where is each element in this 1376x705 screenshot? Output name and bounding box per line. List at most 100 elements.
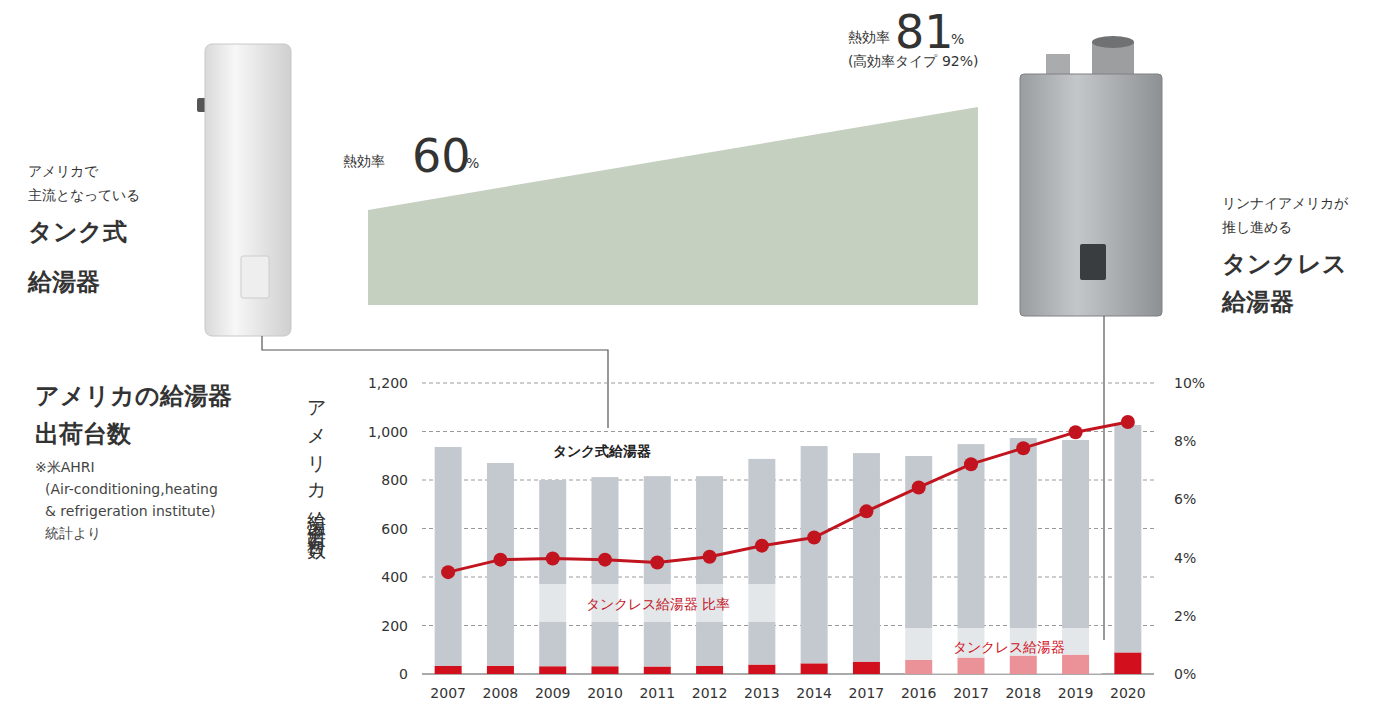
tick-label: 2017 bbox=[849, 685, 885, 701]
product-name: 給湯器 bbox=[27, 268, 100, 296]
product-name: タンク式 bbox=[28, 218, 127, 246]
grid-line bbox=[422, 625, 1154, 626]
tick-label: 2016 bbox=[901, 685, 937, 701]
product-name: タンクレス bbox=[1222, 250, 1347, 278]
caption: 推し進める bbox=[1222, 219, 1292, 235]
marker bbox=[441, 565, 455, 579]
bar bbox=[1062, 440, 1089, 655]
bar bbox=[801, 446, 828, 663]
tick-label: 0 bbox=[399, 666, 408, 682]
bar bbox=[958, 444, 985, 657]
label-patches bbox=[539, 584, 1102, 674]
tick bbox=[1158, 383, 1162, 384]
bar bbox=[487, 666, 514, 674]
marker bbox=[964, 457, 978, 471]
marker bbox=[493, 553, 507, 567]
product-name: 給湯器 bbox=[1221, 288, 1294, 316]
tick-label: 6% bbox=[1174, 491, 1196, 507]
bar bbox=[539, 666, 566, 674]
efficiency-unit: % bbox=[951, 31, 964, 47]
tankless-panel bbox=[1080, 244, 1106, 280]
tick bbox=[1158, 441, 1162, 442]
tick-label: 600 bbox=[381, 521, 408, 537]
tick-label: 2% bbox=[1174, 608, 1196, 624]
marker bbox=[1016, 441, 1030, 455]
tick-label: 1,200 bbox=[368, 375, 408, 391]
tick-label: 4% bbox=[1174, 550, 1196, 566]
line bbox=[448, 422, 1128, 572]
bar bbox=[487, 463, 514, 666]
source-note: (Air-conditioning,heating bbox=[45, 481, 218, 497]
title-line: アメリカの給湯器 bbox=[35, 382, 232, 410]
bar bbox=[539, 480, 566, 666]
grid-line bbox=[422, 577, 1154, 578]
efficiency-label: 熱効率 bbox=[848, 29, 890, 45]
tick bbox=[1158, 557, 1162, 558]
tick-label: 10% bbox=[1174, 375, 1205, 391]
caption: アメリカで bbox=[28, 163, 99, 179]
tick-label: 1,000 bbox=[368, 424, 408, 440]
tank-heater bbox=[205, 44, 291, 336]
caption: リンナイアメリカが bbox=[1222, 195, 1349, 211]
bar bbox=[748, 459, 775, 665]
source-note: 統計より bbox=[45, 525, 101, 541]
tick-label: 200 bbox=[381, 618, 408, 634]
vent-top bbox=[1092, 36, 1134, 48]
grid-line bbox=[422, 383, 1154, 384]
tick-label: 2008 bbox=[483, 685, 519, 701]
bar bbox=[801, 663, 828, 674]
marker bbox=[1121, 415, 1135, 429]
tick bbox=[1158, 615, 1162, 616]
tick-label: 2010 bbox=[587, 685, 623, 701]
bar bbox=[435, 666, 462, 674]
marker bbox=[703, 550, 717, 564]
tick-label: 2007 bbox=[430, 685, 466, 701]
bar bbox=[853, 662, 880, 674]
tank-panel bbox=[241, 256, 269, 298]
label-patch bbox=[905, 628, 1102, 674]
efficiency-shape bbox=[368, 107, 978, 305]
bar bbox=[748, 665, 775, 674]
bar bbox=[853, 453, 880, 662]
efficiency-unit: % bbox=[466, 155, 479, 171]
source-note: ※米AHRI bbox=[35, 459, 95, 475]
bar bbox=[644, 666, 671, 674]
tick-label: 0% bbox=[1174, 666, 1196, 682]
bar bbox=[1114, 652, 1141, 674]
tick bbox=[1158, 674, 1162, 675]
tick-label: 2014 bbox=[796, 685, 832, 701]
marker bbox=[650, 556, 664, 570]
efficiency-note: (高効率タイプ 92%) bbox=[848, 53, 979, 69]
marker bbox=[546, 551, 560, 565]
marker bbox=[859, 504, 873, 518]
title-line: 出荷台数 bbox=[35, 420, 132, 448]
tick-label: 800 bbox=[381, 472, 408, 488]
caption: 主流となっている bbox=[28, 187, 140, 203]
bar bbox=[592, 666, 619, 674]
efficiency-label: 熱効率 bbox=[343, 153, 385, 169]
connector bbox=[1103, 316, 1104, 640]
marker bbox=[912, 480, 926, 494]
tankless-heater bbox=[1020, 74, 1162, 316]
tick-label: 400 bbox=[381, 569, 408, 585]
label-patch bbox=[539, 584, 778, 622]
bar bbox=[1010, 438, 1037, 656]
marker bbox=[598, 553, 612, 567]
tick-label: 2019 bbox=[1058, 685, 1094, 701]
tick-label: 2013 bbox=[744, 685, 780, 701]
bar bbox=[644, 476, 671, 666]
grid-line bbox=[422, 480, 1154, 481]
series-label: タンクレス給湯器 bbox=[953, 639, 1065, 655]
tick-label: 2018 bbox=[1005, 685, 1041, 701]
bar bbox=[696, 666, 723, 674]
title: アメリカの給湯器出荷台数 bbox=[35, 382, 232, 448]
tick-label: 2012 bbox=[692, 685, 728, 701]
marker bbox=[1069, 425, 1083, 439]
efficiency-value: 60 bbox=[412, 129, 471, 183]
bar bbox=[1114, 425, 1141, 652]
bar bbox=[592, 477, 619, 666]
grid-line bbox=[422, 431, 1154, 432]
tick-label: 2020 bbox=[1110, 685, 1146, 701]
line-layer bbox=[441, 415, 1135, 579]
bar bbox=[435, 447, 462, 666]
